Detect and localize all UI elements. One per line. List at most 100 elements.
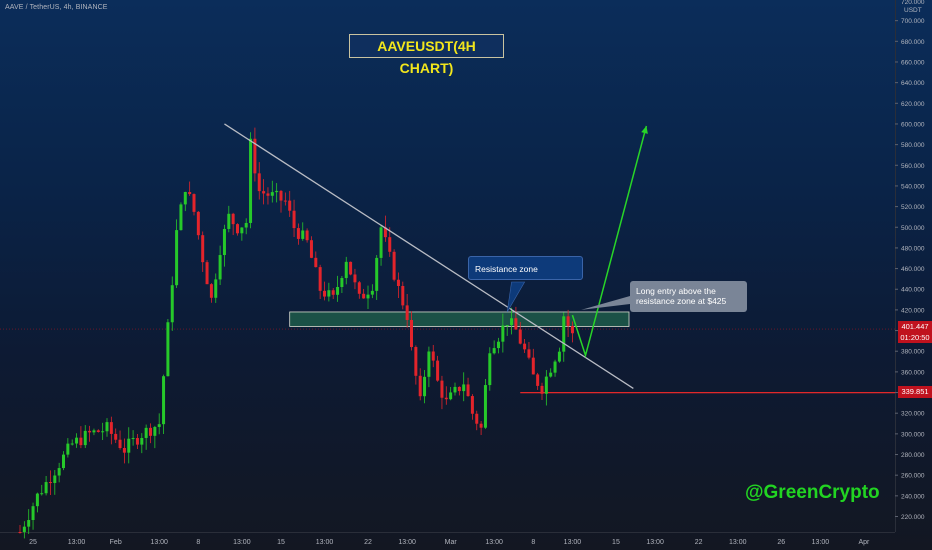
y-tick-label: 680.000	[901, 39, 925, 46]
long-entry-callout: Long entry above the resistance zone at …	[630, 281, 747, 312]
x-tick-label: 13:00	[812, 539, 830, 546]
candle-body	[101, 431, 105, 433]
candle-body	[362, 293, 366, 299]
candle-body	[157, 424, 161, 427]
candle-body	[440, 380, 444, 398]
x-tick-label: 13:00	[398, 539, 416, 546]
candle-body	[449, 392, 453, 400]
y-tick-label: 480.000	[901, 245, 925, 252]
candle-body	[553, 361, 557, 373]
candle-body	[514, 318, 518, 330]
candle-body	[40, 493, 44, 495]
candle-body	[201, 235, 205, 263]
candle-body	[470, 396, 474, 414]
candle-body	[510, 318, 514, 326]
candle-body	[479, 423, 483, 428]
candle-body	[557, 351, 561, 362]
chart-title: AAVEUSDT(4H CHART)	[349, 34, 504, 76]
candle-body	[96, 430, 100, 432]
y-tick-label: 560.000	[901, 163, 925, 170]
candle-body	[140, 437, 144, 445]
candle-body	[423, 376, 427, 397]
x-tick-label: 22	[364, 539, 372, 546]
x-tick-label: 8	[196, 539, 200, 546]
candle-body	[188, 191, 192, 195]
symbol-label: AAVE / TetherUS, 4h, BINANCE	[5, 4, 108, 11]
x-tick-label: 15	[277, 539, 285, 546]
candle-body	[305, 230, 309, 241]
candle-body	[236, 224, 239, 234]
candle-body	[379, 227, 383, 258]
candle-body	[114, 433, 118, 440]
candle-body	[175, 230, 179, 286]
x-tick-label: 13:00	[233, 539, 251, 546]
candle-body	[462, 384, 466, 392]
candle-body	[323, 290, 326, 297]
candle-body	[75, 437, 79, 444]
y-tick-label: 600.000	[901, 121, 925, 128]
candle-body	[22, 526, 26, 533]
x-tick-label: 8	[531, 539, 535, 546]
y-tick-label: 500.000	[901, 225, 925, 232]
candle-body	[544, 376, 548, 394]
candle-body	[401, 286, 405, 306]
candle-body	[53, 475, 57, 483]
candle-body	[183, 191, 187, 205]
candle-body	[66, 443, 70, 455]
candle-body	[222, 228, 226, 256]
candle-body	[162, 376, 166, 425]
candle-body	[266, 193, 270, 196]
x-tick-label: 13:00	[316, 539, 334, 546]
candle-body	[288, 200, 292, 211]
candle-body	[31, 506, 35, 521]
countdown-value: 01:20:50	[900, 333, 930, 342]
candle-body	[405, 305, 409, 320]
y-tick-label-top: 720.000	[901, 0, 925, 6]
candle-body	[35, 493, 39, 507]
x-tick-label: 25	[29, 539, 37, 546]
candle-body	[523, 343, 527, 350]
descending-trendline	[224, 123, 634, 389]
candle-body	[275, 190, 279, 193]
y-tick-label: 640.000	[901, 80, 925, 87]
candle-body	[144, 427, 148, 438]
candle-body	[83, 430, 87, 446]
y-tick-label: 280.000	[901, 452, 925, 459]
x-tick-label: Mar	[445, 539, 458, 546]
candle-body	[436, 360, 440, 381]
y-tick-label: 620.000	[901, 101, 925, 108]
axis-currency-label: USDT	[904, 7, 922, 14]
resistance-callout-pointer	[506, 281, 526, 313]
candle-body	[257, 173, 261, 192]
candle-body	[375, 257, 379, 291]
candle-body	[453, 386, 457, 393]
y-tick-label: 660.000	[901, 59, 925, 66]
candle-body	[383, 227, 387, 238]
y-tick-label: 220.000	[901, 514, 925, 521]
candle-body	[118, 439, 122, 449]
candle-body	[475, 413, 479, 424]
candle-body	[196, 211, 200, 236]
candle-body	[457, 386, 461, 392]
candle-body	[244, 222, 248, 228]
candle-body	[57, 468, 61, 476]
x-tick-label: 13:00	[68, 539, 86, 546]
candle-body	[466, 384, 470, 397]
resistance-zone-callout: Resistance zone	[468, 256, 583, 280]
candle-body	[396, 279, 400, 287]
candle-body	[536, 374, 540, 386]
candle-body	[127, 438, 131, 453]
candle-body	[105, 422, 109, 432]
candle-body	[27, 520, 31, 527]
candle-body	[501, 325, 505, 342]
candle-body	[92, 430, 96, 433]
candle-body	[170, 285, 174, 323]
entry-callout-pointer	[581, 296, 630, 310]
candle-body	[231, 213, 235, 225]
candle-body	[240, 227, 244, 234]
current-price-badge: 401.447 01:20:50	[898, 321, 932, 343]
candle-body	[18, 532, 22, 533]
x-tick-label: 13:00	[646, 539, 664, 546]
candle-body	[492, 348, 496, 354]
